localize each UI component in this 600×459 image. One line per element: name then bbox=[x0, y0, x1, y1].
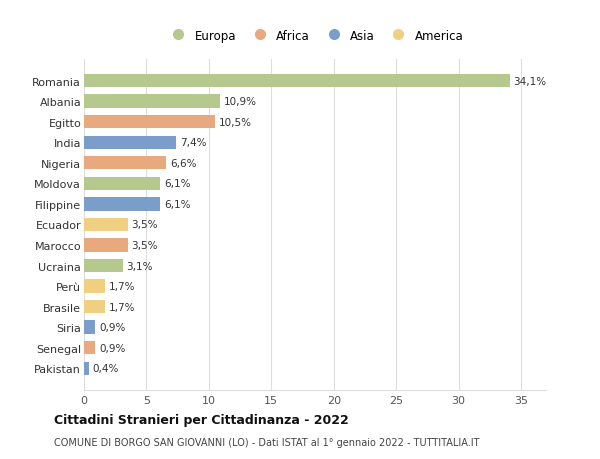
Bar bbox=[84, 218, 128, 232]
Bar bbox=[84, 177, 160, 190]
Text: 34,1%: 34,1% bbox=[514, 76, 547, 86]
Text: 6,6%: 6,6% bbox=[170, 158, 197, 168]
Bar bbox=[84, 75, 510, 88]
Text: 10,9%: 10,9% bbox=[224, 97, 257, 107]
Bar bbox=[84, 321, 95, 334]
Text: Cittadini Stranieri per Cittadinanza - 2022: Cittadini Stranieri per Cittadinanza - 2… bbox=[54, 413, 349, 426]
Bar bbox=[84, 259, 123, 273]
Bar bbox=[84, 300, 105, 313]
Bar bbox=[84, 198, 160, 211]
Text: COMUNE DI BORGO SAN GIOVANNI (LO) - Dati ISTAT al 1° gennaio 2022 - TUTTITALIA.I: COMUNE DI BORGO SAN GIOVANNI (LO) - Dati… bbox=[54, 437, 479, 447]
Text: 6,1%: 6,1% bbox=[164, 179, 190, 189]
Bar bbox=[84, 157, 166, 170]
Bar bbox=[84, 239, 128, 252]
Legend: Europa, Africa, Asia, America: Europa, Africa, Asia, America bbox=[163, 26, 467, 46]
Text: 3,5%: 3,5% bbox=[131, 241, 158, 251]
Text: 1,7%: 1,7% bbox=[109, 281, 136, 291]
Bar bbox=[84, 341, 95, 355]
Text: 0,9%: 0,9% bbox=[99, 323, 125, 332]
Text: 0,4%: 0,4% bbox=[93, 364, 119, 374]
Text: 7,4%: 7,4% bbox=[180, 138, 206, 148]
Text: 1,7%: 1,7% bbox=[109, 302, 136, 312]
Text: 3,1%: 3,1% bbox=[127, 261, 153, 271]
Bar bbox=[84, 95, 220, 108]
Bar bbox=[84, 116, 215, 129]
Text: 0,9%: 0,9% bbox=[99, 343, 125, 353]
Text: 10,5%: 10,5% bbox=[219, 118, 252, 127]
Bar bbox=[84, 136, 176, 150]
Bar bbox=[84, 362, 89, 375]
Text: 6,1%: 6,1% bbox=[164, 199, 190, 209]
Text: 3,5%: 3,5% bbox=[131, 220, 158, 230]
Bar bbox=[84, 280, 105, 293]
